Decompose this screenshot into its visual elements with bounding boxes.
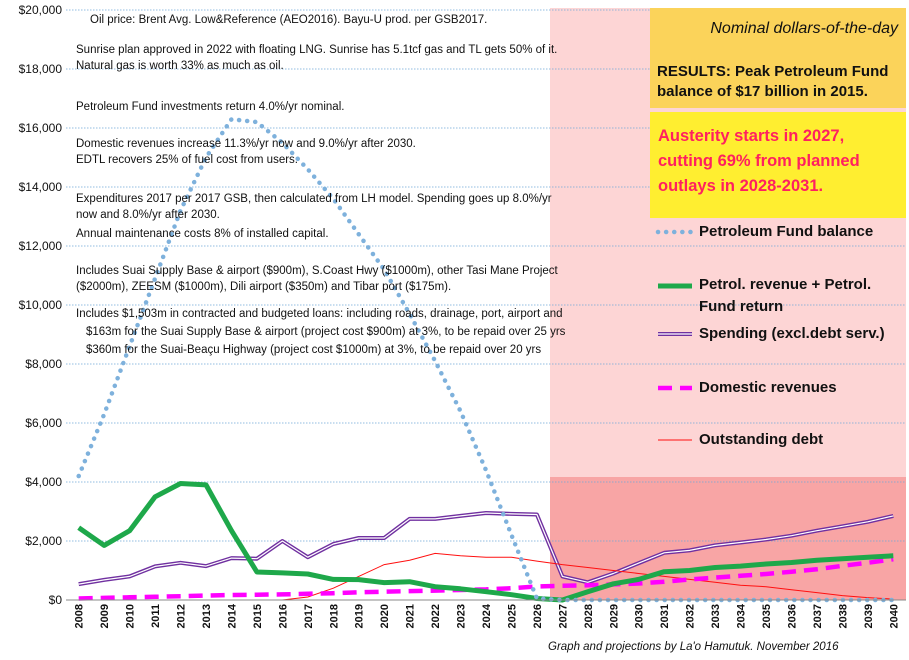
series-lines bbox=[76, 116, 896, 603]
series-spending-excl-debt-serv bbox=[78, 511, 894, 587]
note-oil-price: Oil price: Brent Avg. Low&Reference (AEO… bbox=[90, 14, 488, 26]
x-tick-label: 2014 bbox=[226, 603, 238, 628]
x-tick-label: 2017 bbox=[303, 604, 315, 628]
y-tick-label: $6,000 bbox=[25, 416, 62, 430]
x-tick-label: 2016 bbox=[277, 604, 289, 628]
x-tick-label: 2025 bbox=[506, 604, 518, 628]
x-tick-label: 2035 bbox=[761, 604, 773, 628]
x-tick-label: 2012 bbox=[176, 604, 188, 628]
x-tick-label: 2008 bbox=[74, 604, 86, 628]
series-line bbox=[76, 116, 896, 603]
note-expenditures: Expenditures 2017 per 2017 GSB, then cal… bbox=[76, 193, 552, 205]
note-edtl: EDTL recovers 25% of fuel cost from user… bbox=[76, 154, 298, 166]
legend-swatches bbox=[655, 229, 695, 441]
y-tick-label: $0 bbox=[49, 593, 63, 607]
x-tick-label: 2037 bbox=[812, 604, 824, 628]
y-tick-label: $4,000 bbox=[25, 475, 62, 489]
y-tick-label: $10,000 bbox=[19, 298, 63, 312]
x-tick-label: 2026 bbox=[532, 604, 544, 628]
note-expenditures-cont: now and 8.0%/yr after 2030. bbox=[76, 209, 220, 221]
nominal-title: Nominal dollars-of-the-day bbox=[710, 20, 898, 37]
results-box: Nominal dollars-of-the-day RESULTS: Peak… bbox=[650, 8, 906, 108]
note-loan-highway: $360m for the Suai-Beaçu Highway (projec… bbox=[86, 344, 542, 356]
x-tick-label: 2021 bbox=[405, 604, 417, 628]
x-tick-label: 2038 bbox=[837, 604, 849, 628]
austerity-shade-low bbox=[550, 477, 906, 600]
series-line bbox=[77, 481, 894, 603]
note-loans: Includes $1,503m in contracted and budge… bbox=[76, 308, 563, 320]
series-petrol-revenue-petrol-fund-return bbox=[77, 481, 894, 603]
x-tick-label: 2022 bbox=[430, 604, 442, 628]
legend-label-domestic-revenues: Domestic revenues bbox=[699, 379, 837, 396]
x-tick-label: 2024 bbox=[481, 603, 493, 628]
x-tick-label: 2033 bbox=[710, 604, 722, 628]
x-tick-label: 2010 bbox=[125, 604, 137, 628]
x-tick-label: 2029 bbox=[608, 604, 620, 628]
austerity-box: Austerity starts in 2027, cutting 69% fr… bbox=[650, 112, 906, 218]
x-tick-label: 2030 bbox=[634, 604, 646, 628]
y-axis-ticks: $0 $2,000 $4,000 $6,000 $8,000 $10,000 $12,000… bbox=[19, 3, 63, 607]
note-projects-cont: ($2000m), ZEESM ($1000m), Dili airport (… bbox=[76, 281, 452, 293]
y-tick-label: $2,000 bbox=[25, 534, 62, 548]
note-domestic-revenues: Domestic revenues increase 11.3%/yr now … bbox=[76, 138, 416, 150]
x-tick-label: 2032 bbox=[685, 604, 697, 628]
x-tick-label: 2009 bbox=[99, 604, 111, 628]
x-tick-label: 2015 bbox=[252, 604, 264, 628]
x-tick-label: 2019 bbox=[354, 604, 366, 628]
y-tick-label: $8,000 bbox=[25, 357, 62, 371]
y-tick-label: $20,000 bbox=[19, 3, 63, 17]
x-tick-label: 2020 bbox=[379, 604, 391, 628]
x-tick-label: 2031 bbox=[659, 604, 671, 628]
y-tick-label: $12,000 bbox=[19, 239, 63, 253]
austerity-text: Austerity starts in 2027, cutting 69% fr… bbox=[658, 127, 860, 195]
legend-label-outstanding-debt: Outstanding debt bbox=[699, 431, 824, 448]
legend-label-fund-balance: Petroleum Fund balance bbox=[699, 223, 874, 240]
results-text: RESULTS: Peak Petroleum Fund balance of … bbox=[657, 63, 889, 100]
x-tick-label: 2018 bbox=[328, 604, 340, 628]
x-tick-label: 2034 bbox=[736, 603, 748, 628]
x-tick-label: 2028 bbox=[583, 604, 595, 628]
x-tick-label: 2040 bbox=[888, 604, 900, 628]
note-maintenance: Annual maintenance costs 8% of installed… bbox=[76, 228, 329, 240]
x-tick-label: 2013 bbox=[201, 604, 213, 628]
x-axis-ticks: 2008 2009 2010 2011 2012 2013 2014 2015 2016 2017… bbox=[74, 603, 901, 628]
note-sunrise-plan: Sunrise plan approved in 2022 with float… bbox=[76, 44, 558, 56]
note-loan-suai-base: $163m for the Suai Supply Base & airport… bbox=[86, 326, 566, 338]
legend-label-petrol-revenue: Petrol. revenue + Petrol. Fund return bbox=[699, 276, 872, 315]
x-tick-label: 2011 bbox=[150, 604, 162, 628]
y-tick-label: $16,000 bbox=[19, 121, 63, 135]
series-petroleum-fund-balance bbox=[76, 116, 896, 603]
note-natural-gas: Natural gas is worth 33% as much as oil. bbox=[76, 60, 284, 72]
note-fund-return: Petroleum Fund investments return 4.0%/y… bbox=[76, 101, 345, 113]
credit-text: Graph and projections by La'o Hamutuk. N… bbox=[548, 641, 839, 653]
note-projects: Includes Suai Supply Base & airport ($90… bbox=[76, 265, 558, 277]
x-tick-label: 2027 bbox=[557, 604, 569, 628]
y-tick-label: $14,000 bbox=[19, 180, 63, 194]
legend-label-spending: Spending (excl.debt serv.) bbox=[699, 325, 885, 342]
series-line-inner bbox=[78, 512, 894, 585]
x-tick-label: 2039 bbox=[863, 604, 875, 628]
x-tick-label: 2023 bbox=[456, 604, 468, 628]
x-tick-label: 2036 bbox=[786, 604, 798, 628]
y-tick-label: $18,000 bbox=[19, 62, 63, 76]
